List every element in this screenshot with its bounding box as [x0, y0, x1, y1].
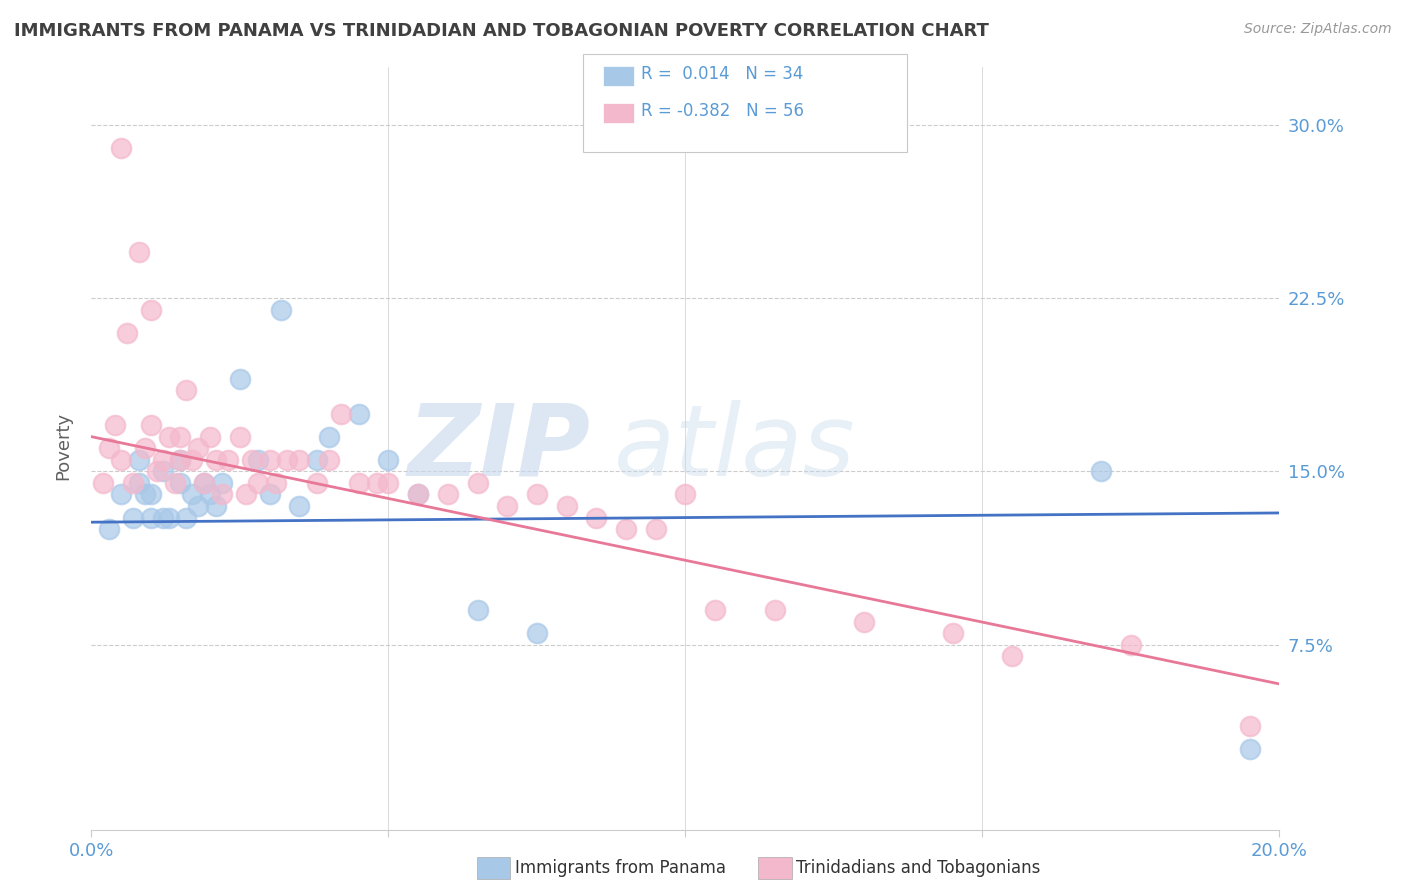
- Text: R = -0.382   N = 56: R = -0.382 N = 56: [641, 103, 804, 120]
- Point: [555, 499, 578, 513]
- Point: [1090, 464, 1112, 478]
- Point: [307, 475, 329, 490]
- Point: [205, 499, 228, 513]
- Point: [211, 487, 233, 501]
- Point: [704, 603, 727, 617]
- Point: [157, 430, 180, 444]
- Point: [110, 487, 132, 501]
- Point: [240, 452, 263, 467]
- Point: [169, 430, 191, 444]
- Point: [1239, 718, 1261, 732]
- Point: [1001, 649, 1024, 664]
- Point: [128, 244, 150, 259]
- Point: [139, 418, 162, 433]
- Point: [347, 407, 370, 421]
- Point: [200, 487, 222, 501]
- Text: Immigrants from Panama: Immigrants from Panama: [515, 859, 725, 877]
- Point: [467, 603, 489, 617]
- Point: [377, 452, 399, 467]
- Point: [276, 452, 298, 467]
- Text: R =  0.014   N = 34: R = 0.014 N = 34: [641, 65, 803, 83]
- Point: [229, 372, 252, 386]
- Point: [139, 510, 162, 524]
- Point: [122, 475, 145, 490]
- Point: [1239, 741, 1261, 756]
- Point: [406, 487, 429, 501]
- Point: [145, 464, 167, 478]
- Point: [264, 475, 287, 490]
- Point: [763, 603, 786, 617]
- Point: [270, 302, 292, 317]
- Point: [211, 475, 233, 490]
- Point: [229, 430, 252, 444]
- Point: [205, 452, 228, 467]
- Point: [115, 326, 138, 340]
- Point: [1119, 638, 1142, 652]
- Point: [193, 475, 215, 490]
- Text: Trinidadians and Tobagonians: Trinidadians and Tobagonians: [796, 859, 1040, 877]
- Point: [436, 487, 458, 501]
- Point: [193, 475, 215, 490]
- Point: [181, 452, 204, 467]
- Point: [139, 487, 162, 501]
- Point: [377, 475, 399, 490]
- Point: [134, 441, 156, 455]
- Point: [347, 475, 370, 490]
- Text: Source: ZipAtlas.com: Source: ZipAtlas.com: [1244, 22, 1392, 37]
- Point: [98, 522, 121, 536]
- Point: [526, 487, 548, 501]
- Point: [104, 418, 127, 433]
- Point: [852, 615, 875, 629]
- Text: Poverty: Poverty: [55, 412, 72, 480]
- Point: [307, 452, 329, 467]
- Point: [157, 510, 180, 524]
- Point: [169, 452, 191, 467]
- Point: [134, 487, 156, 501]
- Point: [614, 522, 637, 536]
- Text: ZIP: ZIP: [408, 400, 591, 497]
- Point: [318, 430, 340, 444]
- Point: [187, 441, 209, 455]
- Text: IMMIGRANTS FROM PANAMA VS TRINIDADIAN AND TOBAGONIAN POVERTY CORRELATION CHART: IMMIGRANTS FROM PANAMA VS TRINIDADIAN AN…: [14, 22, 988, 40]
- Point: [110, 452, 132, 467]
- Point: [163, 475, 186, 490]
- Point: [259, 452, 281, 467]
- Point: [122, 510, 145, 524]
- Point: [139, 302, 162, 317]
- Point: [169, 452, 191, 467]
- Point: [673, 487, 696, 501]
- Point: [152, 510, 174, 524]
- Point: [942, 626, 965, 640]
- Point: [169, 475, 191, 490]
- Point: [200, 430, 222, 444]
- Point: [644, 522, 666, 536]
- Point: [288, 499, 311, 513]
- Point: [246, 475, 269, 490]
- Text: atlas: atlas: [614, 400, 856, 497]
- Point: [585, 510, 607, 524]
- Point: [152, 464, 174, 478]
- Point: [526, 626, 548, 640]
- Point: [246, 452, 269, 467]
- Point: [128, 452, 150, 467]
- Point: [406, 487, 429, 501]
- Point: [152, 452, 174, 467]
- Point: [366, 475, 388, 490]
- Point: [128, 475, 150, 490]
- Point: [496, 499, 519, 513]
- Point: [110, 141, 132, 155]
- Point: [187, 499, 209, 513]
- Point: [176, 384, 198, 398]
- Point: [235, 487, 257, 501]
- Point: [318, 452, 340, 467]
- Point: [181, 487, 204, 501]
- Point: [176, 510, 198, 524]
- Point: [91, 475, 114, 490]
- Point: [98, 441, 121, 455]
- Point: [259, 487, 281, 501]
- Point: [217, 452, 239, 467]
- Point: [467, 475, 489, 490]
- Point: [288, 452, 311, 467]
- Point: [329, 407, 352, 421]
